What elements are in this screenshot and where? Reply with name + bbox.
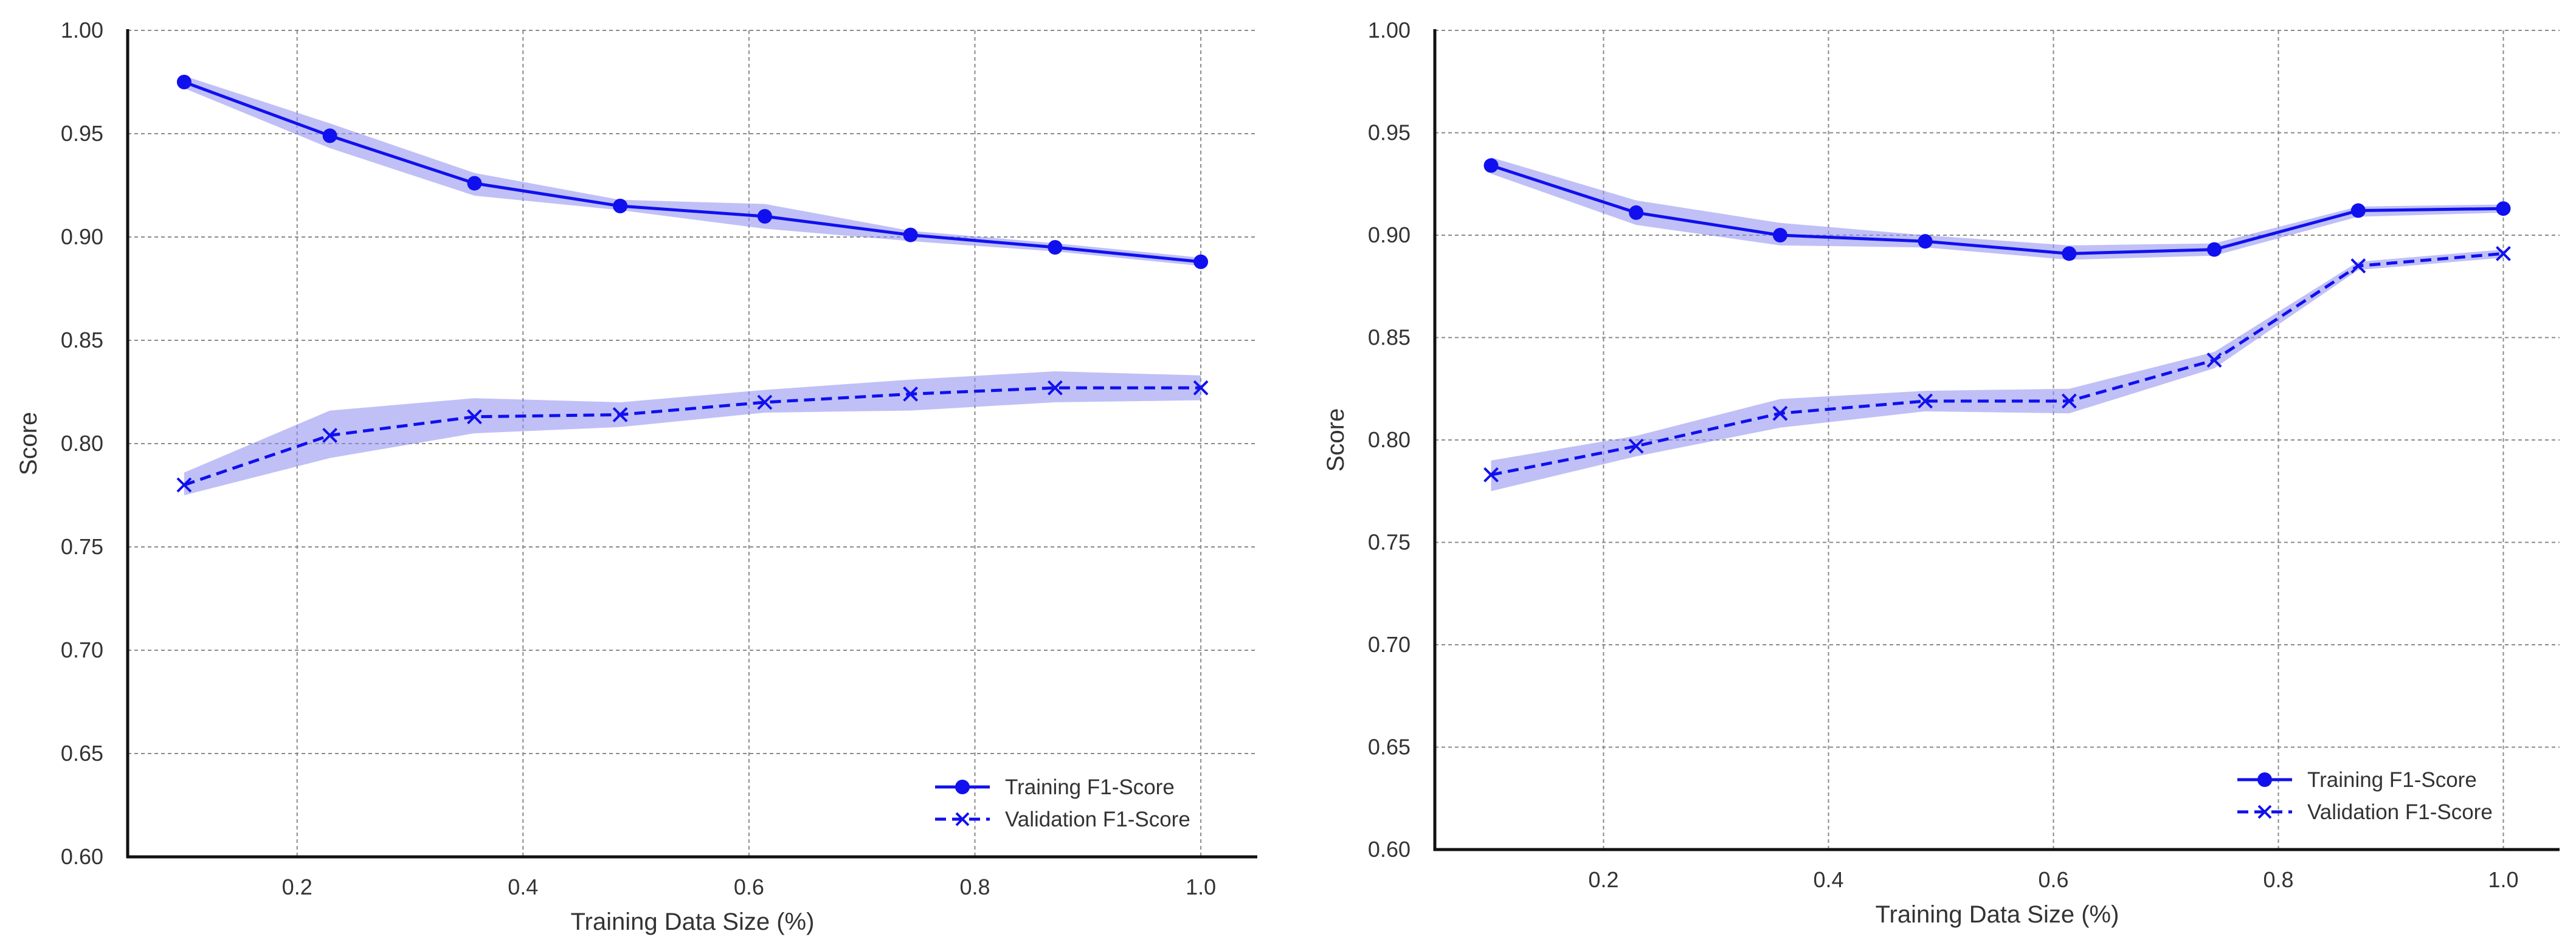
y-tick-label: 0.85	[1368, 325, 1411, 350]
y-tick-label: 1.00	[61, 18, 103, 43]
x-tick-label: 0.4	[1813, 867, 1843, 892]
x-tick-label: 0.8	[959, 874, 990, 899]
data-point-circle	[2207, 242, 2222, 257]
data-point-circle	[613, 199, 628, 213]
data-point-x	[1048, 380, 1063, 396]
y-tick-label: 0.90	[1368, 222, 1411, 247]
data-point-x	[2061, 393, 2077, 409]
data-point-x	[757, 394, 773, 410]
y-tick-label: 0.85	[61, 328, 103, 352]
data-point-x	[322, 427, 337, 443]
y-tick-label: 0.65	[1368, 735, 1411, 760]
learning-curve-chart-left: 0.60 0.65 0.70 0.75 0.80 0.85 0.90 0.95 1.00 0.2 0…	[15, 18, 1257, 935]
data-point-x	[1772, 405, 1788, 421]
data-point-circle	[1048, 240, 1063, 255]
y-tick-label: 0.70	[1368, 632, 1411, 657]
x-tick-label: 0.6	[734, 874, 764, 899]
data-point-x	[176, 477, 192, 493]
data-point-circle	[1918, 234, 1933, 249]
y-tick-label: 0.70	[61, 637, 103, 662]
data-point-x	[1918, 393, 1933, 409]
confidence-band	[1491, 157, 2504, 260]
series-line	[1490, 164, 2504, 255]
data-point-circle	[322, 128, 337, 143]
y-tick-label: 0.65	[61, 741, 103, 766]
x-axis-title: Training Data Size (%)	[571, 908, 815, 935]
data-point-x	[1483, 467, 1499, 483]
y-tick-label: 0.80	[1368, 427, 1411, 452]
y-tick-label: 0.75	[61, 534, 103, 559]
data-point-x	[1193, 380, 1209, 396]
y-tick-label: 0.95	[1368, 120, 1411, 145]
data-point-circle	[2062, 246, 2077, 261]
series-training	[176, 75, 1209, 269]
series-line	[184, 386, 1201, 487]
confidence-band	[184, 371, 1201, 495]
data-point-circle	[903, 227, 918, 242]
series-validation	[1483, 246, 2511, 492]
y-tick-label: 0.60	[1368, 837, 1411, 862]
data-point-circle	[2496, 201, 2511, 216]
legend-marker-x	[2257, 805, 2272, 819]
y-tick-label: 0.75	[1368, 530, 1411, 555]
legend-label-training: Training F1-Score	[2307, 768, 2477, 792]
legend-marker-circle	[955, 780, 970, 794]
y-axis-title: Score	[15, 412, 42, 476]
data-point-circle	[1772, 228, 1787, 242]
data-point-x	[2350, 258, 2366, 273]
x-tick-label: 0.6	[2038, 867, 2068, 892]
series-validation	[176, 371, 1209, 495]
x-tick-label: 0.8	[2263, 867, 2293, 892]
data-point-x	[466, 409, 482, 425]
data-point-circle	[1193, 254, 1209, 269]
data-point-circle	[467, 176, 482, 191]
y-tick-label: 0.90	[61, 224, 103, 249]
data-point-x	[2496, 246, 2511, 261]
x-tick-label: 0.2	[1588, 867, 1618, 892]
series-line	[1491, 252, 2504, 476]
legend: Training F1-Score Validation F1-Score	[935, 775, 1190, 831]
x-axis-title: Training Data Size (%)	[1876, 901, 2119, 928]
x-tick-label: 0.2	[282, 874, 313, 899]
x-tick-label: 1.0	[1186, 874, 1216, 899]
y-tick-label: 0.60	[61, 844, 103, 869]
data-point-circle	[2350, 203, 2366, 218]
data-point-circle	[1629, 205, 1644, 220]
y-tick-label: 0.80	[61, 431, 103, 456]
data-point-x	[1628, 438, 1644, 454]
x-tick-label: 0.4	[508, 874, 538, 899]
data-point-x	[612, 407, 628, 422]
legend-label-training: Training F1-Score	[1005, 775, 1175, 799]
y-tick-label: 0.95	[61, 121, 103, 146]
legend-marker-circle	[2257, 772, 2272, 787]
series-line	[184, 80, 1201, 264]
legend-label-validation: Validation F1-Score	[1005, 808, 1190, 831]
data-point-circle	[1483, 158, 1499, 173]
data-point-x	[2206, 352, 2222, 368]
legend-label-validation: Validation F1-Score	[2307, 800, 2493, 824]
series-training	[1483, 157, 2511, 261]
y-axis-title: Score	[1322, 408, 1349, 472]
confidence-band	[1491, 249, 2504, 492]
data-point-circle	[176, 75, 192, 89]
data-point-circle	[757, 209, 772, 224]
legend-marker-x	[955, 812, 970, 826]
x-tick-label: 1.0	[2488, 867, 2518, 892]
learning-curve-chart-right: 0.60 0.65 0.70 0.75 0.80 0.85 0.90 0.95 1.00 0.2 0…	[1322, 18, 2560, 928]
y-tick-label: 1.00	[1368, 18, 1411, 43]
legend: Training F1-Score Validation F1-Score	[2237, 768, 2493, 824]
data-point-x	[903, 386, 919, 402]
